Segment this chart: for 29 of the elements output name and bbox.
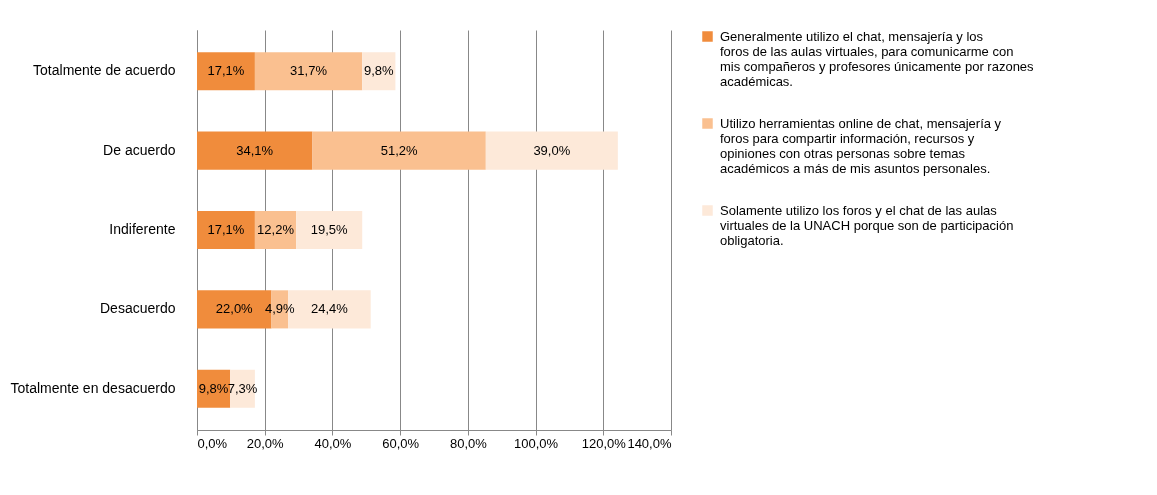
- x-tick-label: 0,0%: [197, 435, 228, 451]
- data-label: 39,0%: [533, 142, 571, 158]
- data-label: 51,2%: [380, 142, 418, 158]
- y-tick-label: Totalmente en desacuerdo: [10, 379, 176, 396]
- y-tick-label: Indiferente: [109, 221, 176, 237]
- legend-label: Generalmente utilizo el chat, mensajería y los foros de las aulas virtuales, para comunicarme con mis compañeros y profesores únicamente por razones académicas.: [720, 28, 1035, 89]
- data-label: 12,2%: [257, 222, 295, 237]
- data-label: 4,9%: [264, 301, 296, 317]
- data-label: 34,1%: [236, 142, 274, 158]
- legend-label: Utilizo herramientas online de chat, mensajería y foros para compartir información, recursos y opiniones con otras personas sobre temas académicos a más de mis asuntos personales.: [720, 115, 1002, 176]
- x-tick-label: 140,0%: [627, 435, 672, 451]
- x-tick-label: 60,0%: [382, 435, 420, 451]
- data-label: 24,4%: [310, 301, 349, 317]
- x-tick-label: 40,0%: [314, 435, 352, 451]
- y-tick-label: Desacuerdo: [100, 300, 176, 317]
- x-tick-label: 20,0%: [246, 435, 285, 451]
- y-tick-label: Totalmente de acuerdo: [33, 62, 176, 79]
- data-label: 17,1%: [207, 222, 245, 237]
- data-label: 9,8%: [363, 63, 395, 79]
- data-label: 17,1%: [207, 63, 245, 79]
- data-label: 19,5%: [310, 222, 349, 237]
- data-label: 22,0%: [215, 301, 254, 317]
- legend-label: Solamente utilizo los foros y el chat de las aulas virtuales de la UNACH porque son de participación obligatoria.: [720, 202, 1014, 248]
- x-tick-label: 80,0%: [449, 435, 488, 451]
- data-label: 9,8%: [198, 380, 229, 396]
- y-tick-label: De acuerdo: [103, 141, 176, 158]
- data-label: 31,7%: [290, 63, 328, 79]
- x-tick-label: 100,0%: [514, 435, 559, 451]
- x-tick-label: 120,0%: [581, 435, 627, 451]
